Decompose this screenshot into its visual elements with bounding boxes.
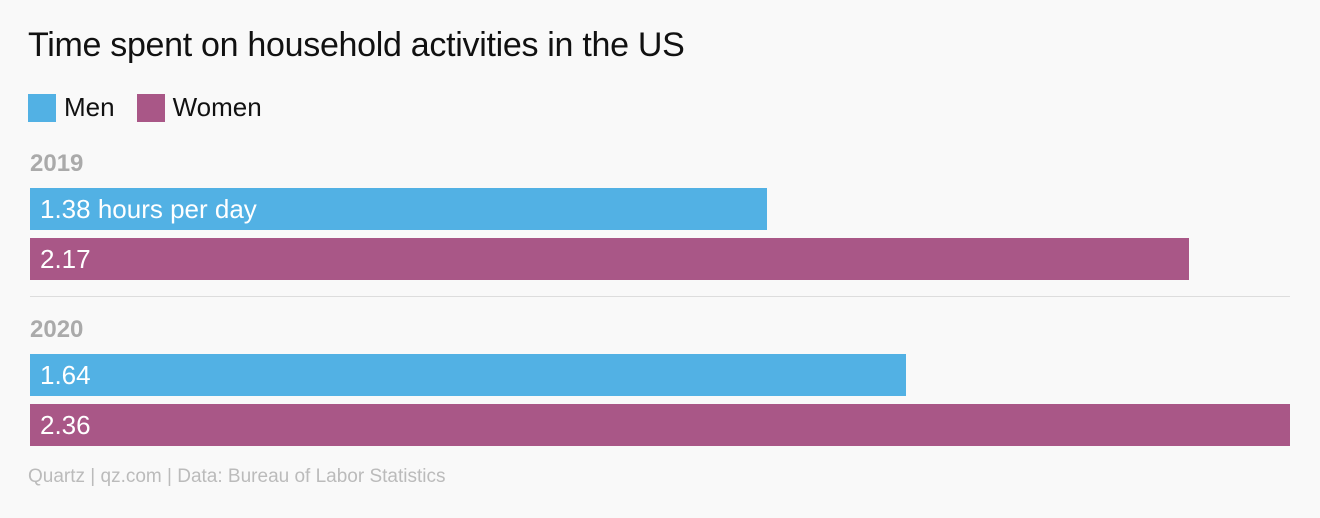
legend-swatch-women [136,93,165,122]
group-label-2019: 2019 [30,150,84,177]
legend: Men Women [28,92,284,123]
bar-men-2020: 1.64 [30,354,906,396]
bar-value-label: 1.38 hours per day [40,194,257,224]
chart-title: Time spent on household activities in th… [28,26,685,64]
bar-value-label: 2.17 [40,244,91,274]
legend-swatch-men [28,93,56,122]
legend-label-women: Women [172,92,262,122]
legend-label-men: Men [64,92,115,122]
source-note: Quartz | qz.com | Data: Bureau of Labor … [28,466,446,487]
bar-women-2020: 2.36 [30,404,1290,446]
legend-item-women: Women [136,92,262,123]
legend-item-men: Men [28,92,115,123]
bar-value-label: 2.36 [40,410,91,440]
group-label-2020: 2020 [30,316,84,343]
group-divider [30,296,1290,297]
bar-men-2019: 1.38 hours per day [30,188,767,230]
bar-value-label: 1.64 [40,360,91,390]
bar-women-2019: 2.17 [30,238,1189,280]
